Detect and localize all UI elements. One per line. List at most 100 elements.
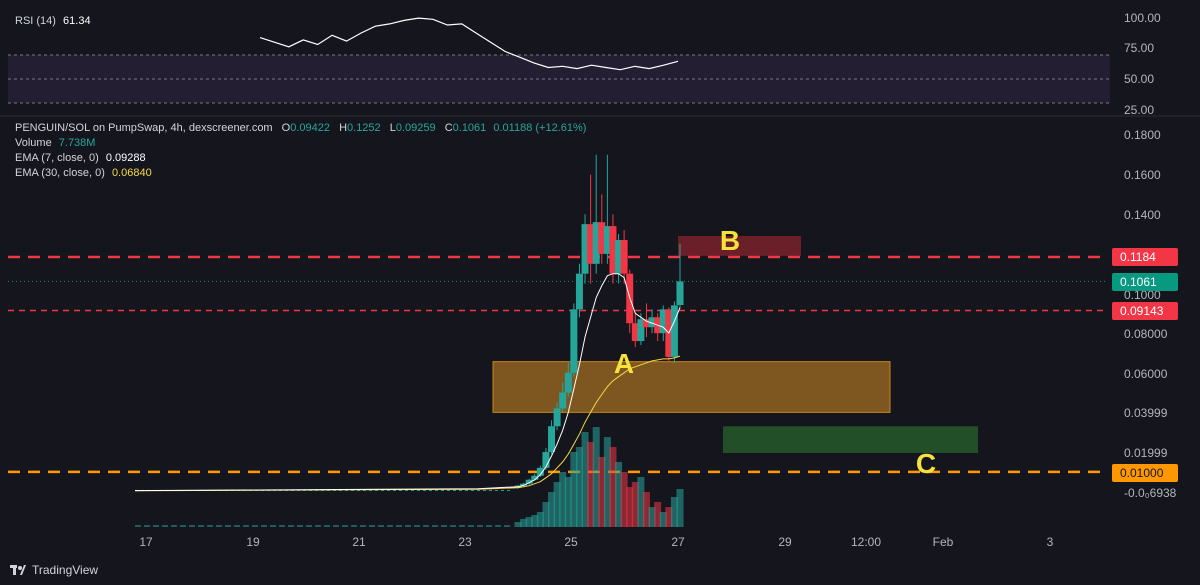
price-tick-label: 0.03999 <box>1124 406 1168 420</box>
price-label-text: 0.09143 <box>1120 304 1164 318</box>
volume-bar <box>405 525 411 527</box>
ohlc-row: PENGUIN/SOL on PumpSwap, 4h, dexscreener… <box>15 121 586 136</box>
candle-body <box>587 224 595 264</box>
candle-body <box>531 475 539 480</box>
volume-bar <box>575 447 583 527</box>
volume-bar <box>631 482 639 527</box>
volume-bar <box>198 525 204 527</box>
volume-bar <box>252 525 258 527</box>
candle-body <box>536 467 544 476</box>
tradingview-brand[interactable]: TradingView <box>10 563 98 577</box>
volume-bar <box>450 525 456 527</box>
candle-body <box>581 224 589 274</box>
volume-bar <box>234 525 240 527</box>
ema7-row: EMA (7, close, 0) 0.09288 <box>15 151 586 166</box>
candle-body <box>609 226 617 274</box>
pair-title: PENGUIN/SOL on PumpSwap, 4h, dexscreener… <box>15 122 273 134</box>
volume-value: 7.738M <box>58 137 96 149</box>
time-tick-label: Feb <box>933 535 954 549</box>
volume-bar <box>342 525 348 527</box>
volume-bar <box>477 525 483 527</box>
volume-bar <box>396 525 402 527</box>
volume-bar <box>581 432 589 527</box>
annotation-letters: A B C <box>614 225 936 479</box>
volume-bar <box>615 462 623 527</box>
time-tick-label: 3 <box>1047 535 1054 549</box>
candles-layer <box>135 154 684 491</box>
volume-bar <box>603 437 611 527</box>
time-tick-label: 29 <box>778 535 792 549</box>
volume-bar <box>525 517 533 527</box>
candle-body <box>570 309 578 373</box>
volume-bar <box>243 525 249 527</box>
volume-bar <box>637 477 645 527</box>
price-label-text: 0.01000 <box>1120 466 1164 480</box>
volume-bar <box>270 525 276 527</box>
volume-bar <box>468 525 474 527</box>
volume-bar <box>542 502 550 527</box>
candle-body <box>553 408 561 427</box>
volume-bar <box>288 525 294 527</box>
volume-bar <box>495 525 501 527</box>
ema7-label: EMA (7, close, 0) <box>15 152 99 164</box>
zones-layer <box>492 236 978 453</box>
volume-bar <box>189 525 195 527</box>
candle-body <box>603 226 611 254</box>
time-tick-label: 23 <box>458 535 472 549</box>
high-value: 0.1252 <box>347 122 381 134</box>
volume-bar <box>520 519 528 527</box>
candle-body <box>631 323 639 342</box>
candle-body <box>520 483 528 486</box>
volume-bar <box>459 525 465 527</box>
candle-body <box>659 309 667 334</box>
volume-bar <box>620 472 628 527</box>
volume-bar <box>441 525 447 527</box>
ema7-value: 0.09288 <box>105 152 146 164</box>
price-tick-label: 0.1800 <box>1124 128 1161 142</box>
volume-bar <box>414 525 420 527</box>
volume-bar <box>642 492 650 527</box>
time-tick-label: 25 <box>564 535 578 549</box>
rsi-tick-label: 25.00 <box>1124 103 1154 117</box>
volume-bar <box>369 525 375 527</box>
price-labels: 0.1184 0.1061 0.09143 0.01000 <box>1112 248 1178 482</box>
candle-body <box>559 392 567 409</box>
volume-bar <box>654 502 662 527</box>
volume-bar <box>333 525 339 527</box>
price-tick-label: 0.08000 <box>1124 327 1168 341</box>
volume-bar <box>162 525 168 527</box>
candle-body <box>637 319 645 342</box>
annotation-letter-c: C <box>916 448 936 479</box>
volume-bar <box>135 525 141 527</box>
volume-bar <box>180 525 186 527</box>
price-tick-label: 0.1600 <box>1124 168 1161 182</box>
price-label-box <box>1112 464 1178 482</box>
open-value: 0.09422 <box>290 122 330 134</box>
price-label-box <box>1112 273 1178 291</box>
price-tick-label: 0.06000 <box>1124 367 1168 381</box>
ema30-value: 0.06840 <box>111 167 152 179</box>
rsi-tick-label: 50.00 <box>1124 72 1154 86</box>
volume-bar <box>553 482 561 527</box>
candle-body <box>670 305 678 357</box>
volume-bar <box>676 489 684 527</box>
tradingview-logo-icon <box>10 564 26 575</box>
volume-bar <box>360 525 366 527</box>
rsi-label: RSI (14) <box>15 15 56 27</box>
volume-bar <box>144 525 150 527</box>
annotation-letter-b: B <box>720 225 740 256</box>
close-label: C <box>444 122 453 134</box>
volume-bar <box>548 492 556 527</box>
volume-bar <box>171 525 177 527</box>
high-label: H <box>339 122 348 134</box>
low-label: L <box>389 122 396 134</box>
volume-bar <box>351 525 357 527</box>
volume-row: Volume 7.738M <box>15 136 586 151</box>
zone-a <box>492 361 891 413</box>
volume-bar <box>315 525 321 527</box>
time-tick-label: 17 <box>139 535 153 549</box>
time-axis: 17 19 21 23 25 27 29 12:00 Feb 3 <box>139 535 1053 549</box>
volume-layer <box>135 427 684 527</box>
volume-label: Volume <box>15 137 52 149</box>
